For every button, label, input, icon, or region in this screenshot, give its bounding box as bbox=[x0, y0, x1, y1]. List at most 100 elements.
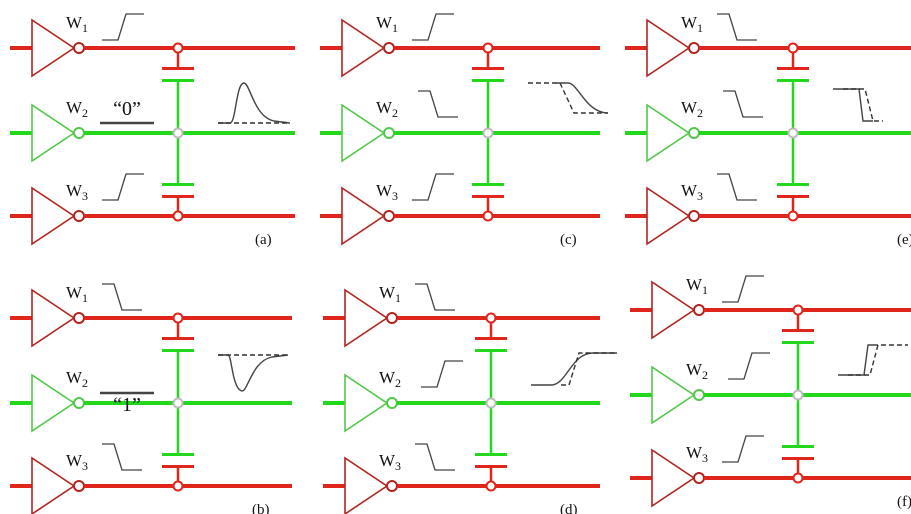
panel-e-node-3 bbox=[787, 210, 799, 222]
panel-c-node-2 bbox=[482, 127, 494, 139]
panel-f-victim-wire-buffer bbox=[651, 365, 696, 425]
panel-a-label-w3: W3 bbox=[66, 181, 88, 203]
panel-c-node-3 bbox=[482, 210, 494, 222]
panel-c-w3-waveform bbox=[412, 173, 454, 201]
panel-f-node-1 bbox=[792, 304, 804, 316]
panel-e-victim-wire-buffer bbox=[646, 103, 691, 163]
panel-b-node-2 bbox=[172, 397, 184, 409]
panel-f-victim-wire-bubble bbox=[693, 389, 705, 401]
panel-d: W1 W2 W3 (d) bbox=[323, 283, 617, 514]
panel-f-node-3 bbox=[792, 472, 804, 484]
panel-e-label-w1: W1 bbox=[681, 13, 703, 35]
panel-c-caption: (c) bbox=[560, 232, 577, 248]
panel-a-victim-state: “0” bbox=[113, 98, 141, 120]
panel-d-victim-response-delayed bbox=[531, 352, 617, 386]
panel-f-label-w1: W1 bbox=[686, 275, 708, 297]
panel-d-node-3 bbox=[485, 480, 497, 492]
panel-b-victim-wire-buffer bbox=[31, 373, 76, 433]
panel-d-label-w1: W1 bbox=[379, 283, 401, 305]
panel-f-victim-response-fast bbox=[838, 344, 878, 376]
panel-c-victim-wire-buffer bbox=[341, 103, 386, 163]
panel-b-aggressor-wire-3-bubble bbox=[73, 480, 85, 492]
panel-e-label-w2: W2 bbox=[681, 98, 703, 120]
panel-b-aggressor-wire-3-buffer bbox=[31, 456, 76, 514]
panel-e-w2-waveform bbox=[723, 90, 763, 118]
panel-a-node-3 bbox=[172, 210, 184, 222]
panel-b-aggressor-wire-1-buffer bbox=[31, 288, 76, 348]
panel-d-victim-wire-buffer bbox=[344, 373, 389, 433]
panel-e-w3-waveform bbox=[717, 173, 757, 201]
panel-d-w3-waveform bbox=[415, 443, 455, 471]
panel-a-aggressor-wire-1-buffer bbox=[31, 18, 76, 78]
panel-e-aggressor-wire-1-bubble bbox=[688, 42, 700, 54]
panel-a-aggressor-wire-3-buffer bbox=[31, 186, 76, 246]
panel-b-w3-waveform bbox=[102, 443, 142, 471]
panel-a-victim-wire-buffer bbox=[31, 103, 76, 163]
panel-a-node-1 bbox=[172, 42, 184, 54]
panel-a-label-w1: W1 bbox=[66, 13, 88, 35]
panel-d-victim-wire-bubble bbox=[386, 397, 398, 409]
panel-a-caption: (a) bbox=[255, 232, 272, 248]
panel-c-aggressor-wire-1-buffer bbox=[341, 18, 386, 78]
panel-d-label-w3: W3 bbox=[379, 451, 401, 473]
panel-b-node-3 bbox=[172, 480, 184, 492]
panel-b-caption: (b) bbox=[252, 502, 270, 514]
panel-b-label-w2: W2 bbox=[66, 368, 88, 390]
panel-c-node-1 bbox=[482, 42, 494, 54]
panel-a-node-2 bbox=[172, 127, 184, 139]
panel-c-w1-waveform bbox=[412, 13, 454, 41]
panel-c-label-w3: W3 bbox=[376, 181, 398, 203]
panel-d-w1-waveform bbox=[415, 283, 455, 311]
panel-f-w3-waveform bbox=[722, 435, 764, 463]
panel-d-aggressor-wire-3-bubble bbox=[386, 480, 398, 492]
panel-e-caption: (e) bbox=[897, 232, 911, 248]
panel-f-aggressor-wire-1-buffer bbox=[651, 280, 696, 340]
panel-b-label-w3: W3 bbox=[66, 451, 88, 473]
panel-e-node-1 bbox=[787, 42, 799, 54]
panel-f-node-2 bbox=[792, 389, 804, 401]
panel-c: W1 W2 W3 (c) bbox=[320, 13, 609, 248]
panel-c-label-w2: W2 bbox=[376, 98, 398, 120]
panel-a-aggressor-wire-3-bubble bbox=[73, 210, 85, 222]
panel-f-victim-response-nominal bbox=[848, 344, 908, 376]
panel-b-victim-response-glitch bbox=[218, 354, 289, 392]
panel-c-victim-wire-bubble bbox=[383, 127, 395, 139]
panel-a-victim-response-glitch bbox=[218, 82, 291, 124]
panel-a-w1-waveform bbox=[102, 13, 144, 41]
panel-b-victim-state: “1” bbox=[113, 394, 141, 416]
panel-d-aggressor-wire-1-buffer bbox=[344, 288, 389, 348]
panel-f-aggressor-wire-3-bubble bbox=[693, 472, 705, 484]
panel-c-w2-waveform bbox=[418, 90, 458, 118]
panel-c-victim-response-delayed bbox=[556, 82, 609, 114]
panel-d-victim-response-nominal bbox=[561, 352, 617, 386]
panel-b-label-w1: W1 bbox=[66, 283, 88, 305]
panel-b-node-1 bbox=[172, 312, 184, 324]
panel-a-label-w2: W2 bbox=[66, 98, 88, 120]
panel-d-node-2 bbox=[485, 397, 497, 409]
panel-a-w3-waveform bbox=[102, 173, 144, 201]
panel-d-w2-waveform bbox=[421, 360, 463, 388]
panel-e-label-w3: W3 bbox=[681, 181, 703, 203]
panel-f-aggressor-wire-3-buffer bbox=[651, 448, 696, 508]
panel-a-aggressor-wire-1-bubble bbox=[73, 42, 85, 54]
panel-f-aggressor-wire-1-bubble bbox=[693, 304, 705, 316]
panel-e-aggressor-wire-3-buffer bbox=[646, 186, 691, 246]
panel-e-w1-waveform bbox=[717, 13, 757, 41]
panel-c-label-w1: W1 bbox=[376, 13, 398, 35]
panel-d-aggressor-wire-3-buffer bbox=[344, 456, 389, 514]
panel-f-label-w3: W3 bbox=[686, 443, 708, 465]
panel-e-aggressor-wire-3-bubble bbox=[688, 210, 700, 222]
panel-e-aggressor-wire-1-buffer bbox=[646, 18, 691, 78]
panel-d-aggressor-wire-1-bubble bbox=[386, 312, 398, 324]
panel-c-aggressor-wire-3-buffer bbox=[341, 186, 386, 246]
panel-d-node-1 bbox=[485, 312, 497, 324]
panel-c-aggressor-wire-1-bubble bbox=[383, 42, 395, 54]
panel-a: W1 W2 W3 “0” (a) bbox=[10, 13, 295, 248]
panel-c-aggressor-wire-3-bubble bbox=[383, 210, 395, 222]
panel-e: W1 W2 W3 (e) bbox=[625, 13, 911, 248]
panel-d-caption: (d) bbox=[560, 502, 578, 514]
panel-f: W1 W2 W3 (f) bbox=[630, 275, 911, 510]
panel-f-caption: (f) bbox=[897, 494, 911, 510]
panel-f-w2-waveform bbox=[728, 352, 770, 380]
